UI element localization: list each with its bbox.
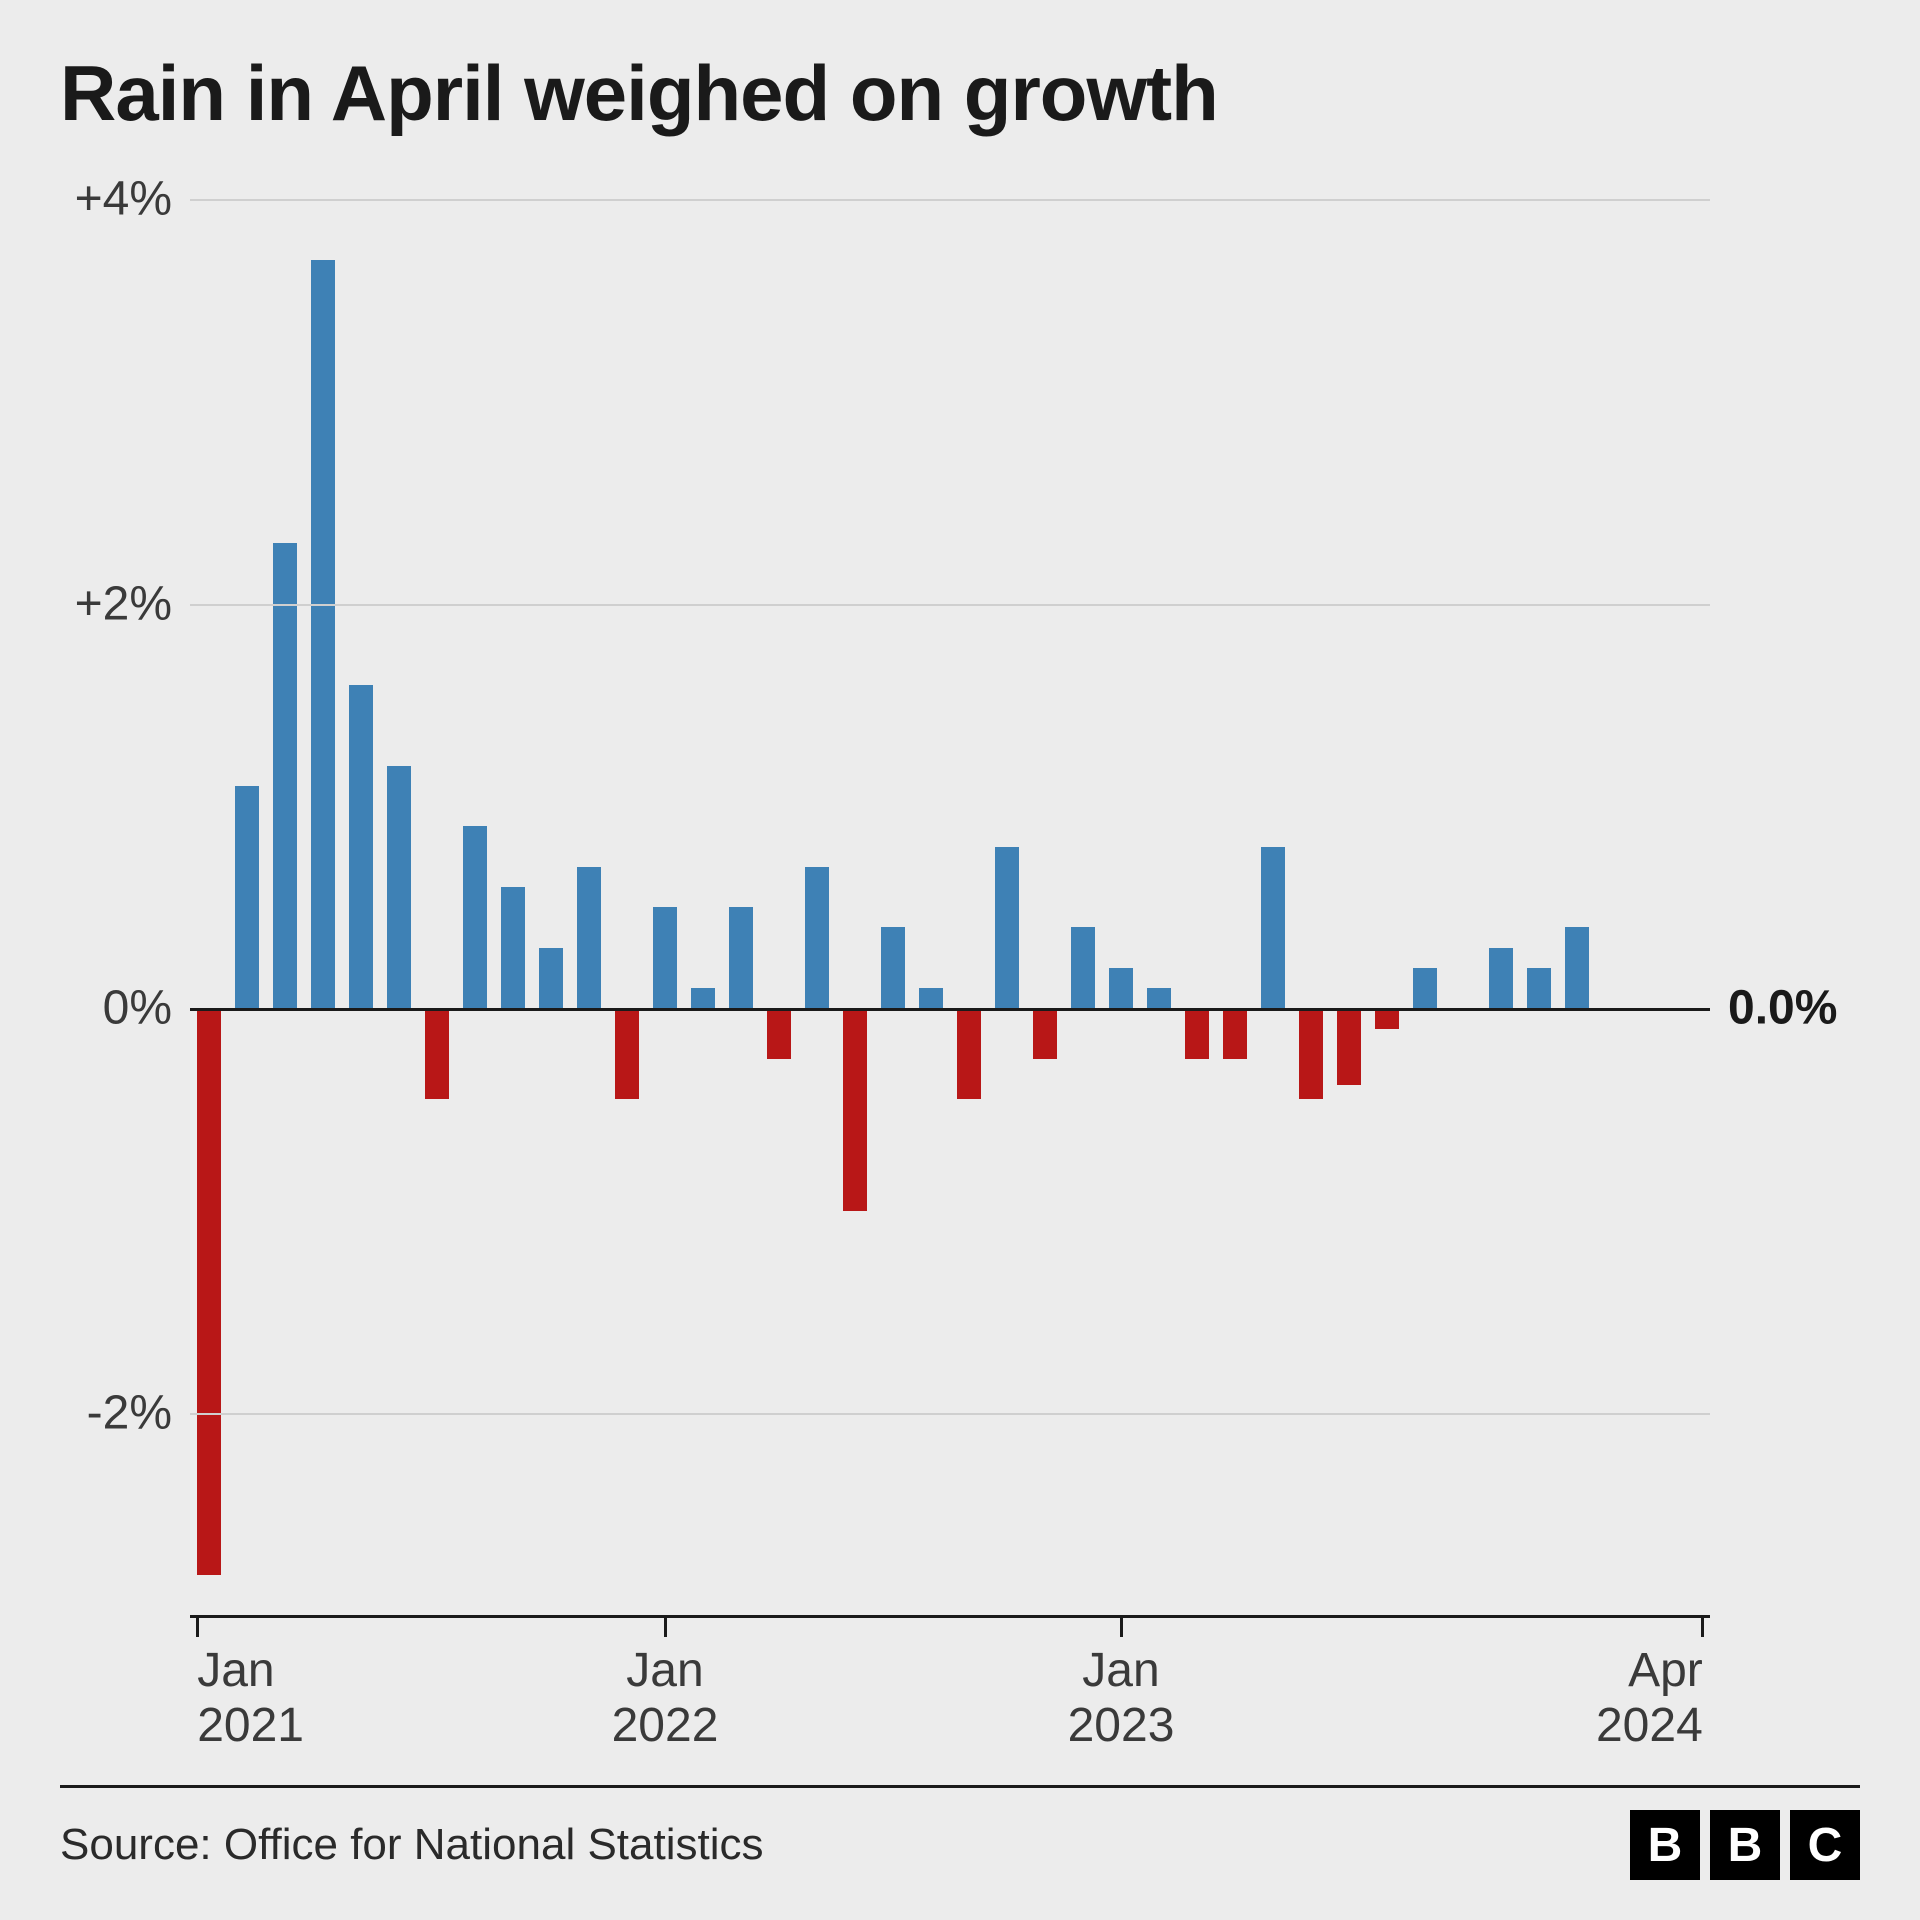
bar xyxy=(311,260,335,1008)
bar xyxy=(1337,1008,1361,1085)
x-axis-label: Jan2021 xyxy=(197,1643,304,1753)
bar xyxy=(919,988,943,1008)
x-axis-area: Jan2021 Jan2022 Jan2023 Apr2024 xyxy=(190,1615,1710,1785)
bar xyxy=(235,786,259,1008)
bar xyxy=(1527,968,1551,1008)
chart-title: Rain in April weighed on growth xyxy=(60,48,1860,139)
x-axis-label: Jan2022 xyxy=(612,1643,719,1753)
gridline xyxy=(190,604,1710,606)
bar xyxy=(463,826,487,1008)
bar xyxy=(577,867,601,1009)
bar xyxy=(881,927,905,1008)
bar xyxy=(805,867,829,1009)
bar xyxy=(957,1008,981,1099)
bar xyxy=(1033,1008,1057,1059)
bar xyxy=(691,988,715,1008)
y-axis-label: -2% xyxy=(87,1385,190,1440)
bar xyxy=(1565,927,1589,1008)
bar xyxy=(1261,847,1285,1009)
y-axis-label: 0% xyxy=(103,981,190,1036)
x-axis-label: Apr2024 xyxy=(1596,1643,1703,1753)
gridline xyxy=(190,199,1710,201)
bar xyxy=(1109,968,1133,1008)
source-text: Source: Office for National Statistics xyxy=(60,1820,763,1870)
bar xyxy=(1223,1008,1247,1059)
bbc-logo-letter: B xyxy=(1630,1810,1700,1880)
bar xyxy=(1147,988,1171,1008)
bar xyxy=(197,1008,221,1574)
chart-plot-area: +4%+2%0%-2%0.0% xyxy=(190,159,1710,1615)
bar xyxy=(387,766,411,1009)
chart-footer: Source: Office for National Statistics B… xyxy=(60,1785,1860,1880)
bbc-logo-letter: C xyxy=(1790,1810,1860,1880)
bar xyxy=(843,1008,867,1210)
x-axis-tick xyxy=(1120,1615,1123,1637)
zero-annotation: 0.0% xyxy=(1710,981,1837,1036)
bbc-logo-letter: B xyxy=(1710,1810,1780,1880)
bar xyxy=(995,847,1019,1009)
bar xyxy=(1413,968,1437,1008)
zero-line xyxy=(190,1008,1710,1011)
bar xyxy=(615,1008,639,1099)
bar xyxy=(349,685,373,1009)
bar xyxy=(539,948,563,1009)
bar xyxy=(1071,927,1095,1008)
bar xyxy=(273,543,297,1008)
bar xyxy=(1185,1008,1209,1059)
bbc-logo: BBC xyxy=(1630,1810,1860,1880)
chart-container: +4%+2%0%-2%0.0% Jan2021Jan2022Jan2023Apr… xyxy=(60,159,1860,1785)
x-axis-tick xyxy=(196,1615,199,1637)
bar xyxy=(501,887,525,1008)
y-axis-label: +2% xyxy=(75,576,190,631)
x-axis-label: Jan2023 xyxy=(1068,1643,1175,1753)
x-axis-tick xyxy=(1701,1615,1704,1637)
bar xyxy=(1489,948,1513,1009)
y-axis-label: +4% xyxy=(75,172,190,227)
bar xyxy=(653,907,677,1008)
bar xyxy=(1299,1008,1323,1099)
gridline xyxy=(190,1413,1710,1415)
bar xyxy=(425,1008,449,1099)
bar xyxy=(1375,1008,1399,1028)
bar xyxy=(767,1008,791,1059)
bar xyxy=(729,907,753,1008)
x-axis-tick xyxy=(664,1615,667,1637)
bars-layer xyxy=(190,159,1710,1615)
